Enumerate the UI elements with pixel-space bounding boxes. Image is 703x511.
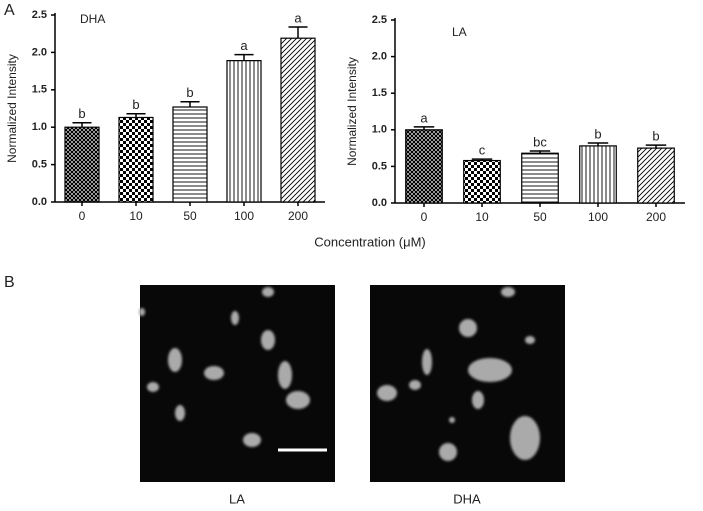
- x-tick-label: 200: [288, 209, 308, 223]
- significance-label: c: [479, 143, 486, 158]
- y-tick-label: 2.0: [372, 51, 387, 63]
- significance-label: b: [594, 126, 601, 141]
- y-tick-label: 1.5: [372, 87, 387, 99]
- image-label: DHA: [453, 491, 481, 506]
- significance-label: b: [652, 129, 659, 144]
- panel-label: B: [4, 274, 15, 291]
- y-tick-label: 2.5: [372, 14, 387, 26]
- y-tick-label: 2.0: [32, 46, 47, 58]
- bar: [226, 60, 262, 203]
- y-tick-label: 1.5: [32, 84, 47, 96]
- y-tick-label: 1.0: [32, 121, 47, 133]
- x-tick-label: 100: [234, 209, 254, 223]
- chart-title: LA: [452, 25, 467, 39]
- x-tick-label: 200: [646, 210, 666, 224]
- x-axis-label: Concentration (μM): [314, 234, 426, 249]
- y-axis-label: Normalized Intensity: [5, 54, 19, 163]
- y-tick-label: 0.0: [372, 197, 387, 209]
- bar: [579, 145, 617, 204]
- x-tick-label: 50: [533, 210, 547, 224]
- x-tick-label: 0: [79, 209, 86, 223]
- bar: [118, 116, 154, 203]
- significance-label: b: [186, 85, 193, 100]
- x-tick-label: 50: [183, 209, 197, 223]
- bar: [463, 159, 501, 204]
- x-tick-label: 0: [421, 210, 428, 224]
- significance-label: a: [294, 10, 302, 25]
- y-tick-label: 0.5: [372, 160, 387, 172]
- significance-label: a: [240, 38, 248, 53]
- bar: [405, 129, 443, 204]
- chart-title: DHA: [80, 12, 105, 26]
- bar: [521, 152, 559, 204]
- x-tick-label: 10: [129, 209, 143, 223]
- y-tick-label: 0.5: [32, 159, 47, 171]
- image-label: LA: [229, 491, 245, 506]
- y-tick-label: 1.0: [372, 124, 387, 136]
- significance-label: a: [420, 110, 428, 125]
- bar: [172, 106, 208, 203]
- significance-label: b: [132, 97, 139, 112]
- y-tick-label: 2.5: [32, 9, 47, 21]
- y-axis-label: Normalized Intensity: [345, 57, 359, 166]
- bar: [637, 147, 675, 204]
- micrograph: [370, 285, 565, 482]
- x-tick-label: 100: [588, 210, 608, 224]
- x-tick-label: 10: [475, 210, 489, 224]
- significance-label: b: [78, 106, 85, 121]
- micrograph: [139, 285, 335, 482]
- y-tick-label: 0.0: [32, 196, 47, 208]
- significance-label: bc: [533, 134, 547, 149]
- panel-label: A: [4, 2, 15, 19]
- bar: [280, 37, 316, 203]
- bar: [64, 126, 100, 203]
